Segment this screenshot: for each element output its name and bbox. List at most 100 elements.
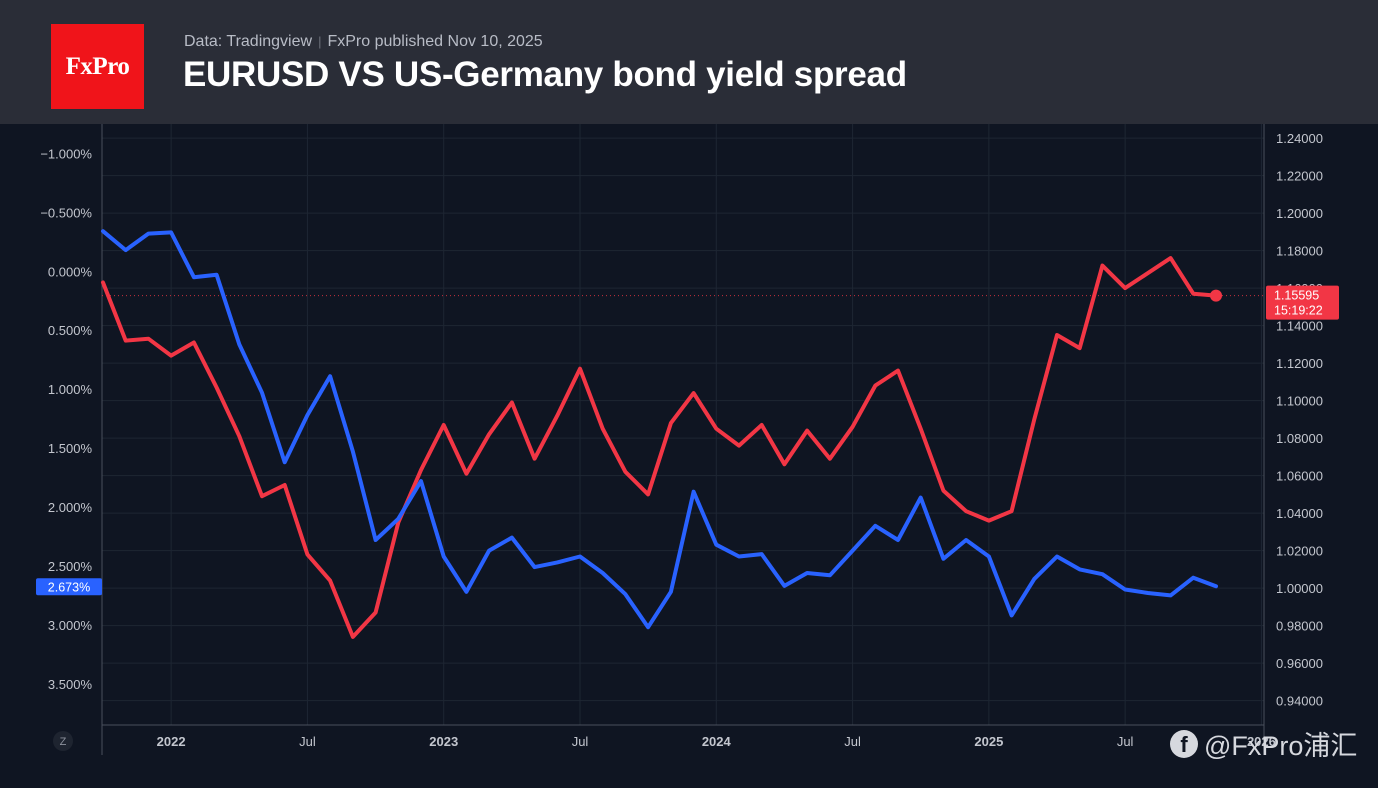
yield-spread-line-point [919,495,923,500]
right-axis-tick-label: 1.10000 [1276,394,1323,409]
eurusd-line-point [283,483,287,487]
eurusd-line-point [532,457,537,461]
eurusd-line-point [214,385,219,390]
eurusd-line-point [1191,292,1195,296]
eurusd-line-point [373,610,378,615]
yield-spread-line-point [464,590,469,594]
eurusd-line[interactable] [101,256,1218,639]
yield-spread-line-point [1078,567,1082,572]
left-axis-tick-label: 3.000% [48,618,93,633]
yield-spread-line-point [760,552,764,556]
left-axis-tick-label: 0.500% [48,323,93,338]
eurusd-line-point [419,468,423,472]
eurusd-line-point [828,457,832,461]
left-axis-tick-label: −1.000% [40,146,92,161]
eurusd-line-point [510,400,514,405]
eurusd-line-point [146,337,151,341]
yield-spread-line-point [896,538,900,542]
eurusd-line-point [578,367,582,371]
eurusd-line-point [305,552,310,556]
right-axis-tick-label: 1.14000 [1276,319,1323,334]
eurusd-countdown: 15:19:22 [1274,304,1323,318]
right-axis-tick-label: 1.12000 [1276,356,1323,371]
left-axis-tick-label: 3.500% [48,677,93,692]
left-axis-tick-label: 1.000% [48,382,93,397]
chart-title: EURUSD VS US-Germany bond yield spread [183,55,907,94]
eurusd-line-point [691,391,696,395]
yield-spread-line-point [1032,577,1036,581]
eurusd-line-point [714,427,718,431]
watermark: f @FxPro浦汇 [1170,724,1357,763]
published-date: FxPro published Nov 10, 2025 [327,33,543,50]
yield-spread-line-point [737,554,741,559]
yield-spread-line-point [555,560,559,564]
watermark-text: @FxPro浦汇 [1204,731,1358,761]
yield-spread-line-point [328,374,332,378]
eurusd-line-point [919,427,923,431]
x-axis-tick-label: Jul [1117,734,1134,749]
eurusd-line-point [192,340,196,345]
yield-spread-line-point [237,342,241,346]
yield-spread-line-point [487,548,491,553]
eurusd-line-point [601,427,605,431]
yield-spread-line-point [623,592,628,596]
yield-spread-line[interactable] [101,229,1218,630]
eurusd-line-point [1100,263,1105,268]
yield-spread-line-point [601,571,605,575]
eurusd-line-point [805,428,809,433]
yield-spread-line-point [283,460,287,464]
yield-spread-line-point [828,573,832,577]
zoom-reset-button[interactable] [53,731,73,751]
right-axis-tick-label: 0.94000 [1276,694,1323,709]
yield-spread-line-point [578,554,582,559]
x-axis-tick-label: Jul [299,734,316,749]
eurusd-line-point [442,423,446,427]
separator: | [318,34,322,49]
eurusd-last-marker [1210,289,1222,302]
yield-spread-line-point [1214,584,1218,588]
x-axis-tick-label: Jul [572,734,589,749]
yield-spread-line-point [192,275,196,279]
yield-spread-line-point [1123,587,1127,592]
x-axis-tick-label: 2026 [1247,734,1276,749]
right-axis-tick-label: 1.24000 [1276,131,1323,146]
yield-spread-line-point [1100,572,1105,576]
zoom-reset-label: Z [60,736,67,748]
right-axis-tick-label: 1.20000 [1276,206,1323,221]
series-layer [101,229,1264,639]
x-axis-tick-label: Jul [844,734,861,749]
eurusd-line-point [487,432,491,436]
right-axis-tick-label: 1.08000 [1276,431,1323,446]
yield-spread-line-point [714,543,718,547]
yield-spread-line-point [419,479,423,483]
eurusd-line-point [260,494,264,498]
yield-spread-line-point [260,391,264,395]
eurusd-line-point [169,353,173,358]
eurusd-line-point [237,434,241,438]
axes [101,124,1265,755]
eurusd-line-point [760,423,764,427]
eurusd-line-point [328,579,332,583]
right-axis-tick-label: 1.02000 [1276,544,1323,559]
eurusd-line-point [669,421,673,425]
yield-spread-line-point [396,517,400,521]
eurusd-line-point [1168,256,1173,260]
chart[interactable]: 1.240001.220001.200001.180001.160001.140… [0,124,1378,788]
yield-spread-line-point [1055,554,1059,559]
eurusd-line-point [873,383,877,388]
eurusd-line-point [782,462,787,466]
eurusd-line-point [1032,417,1036,421]
yield-spread-line-point [169,230,173,235]
header: FxPro Data: Tradingview | FxPro published … [0,0,1378,124]
source-line: Data: Tradingview | FxPro published Nov 10… [184,33,543,51]
yield-spread-line-point [1191,576,1195,580]
yield-spread-line-point [1146,591,1150,595]
eurusd-line-point [623,470,628,474]
yield-spread-line-point [442,554,446,559]
yield-spread-line-point [146,231,151,236]
right-axis-tick-label: 1.22000 [1276,169,1323,184]
eurusd-line-point [941,489,946,493]
eurusd-line-point [1078,346,1082,350]
eurusd-last-value: 1.15595 [1274,289,1319,303]
right-axis-tick-label: 0.98000 [1276,619,1323,634]
